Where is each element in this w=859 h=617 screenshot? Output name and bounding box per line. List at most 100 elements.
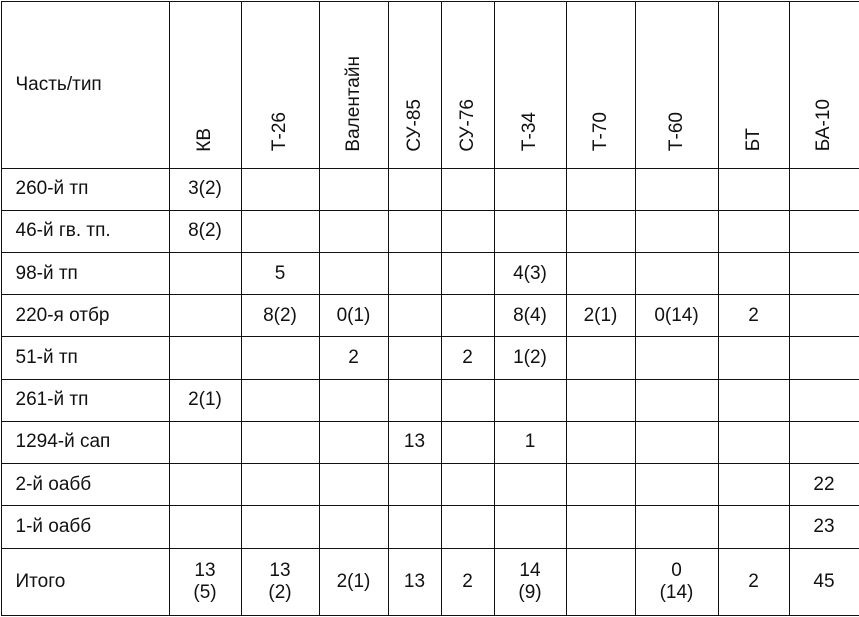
header-text: СУ-85 <box>404 99 426 152</box>
row-label: 51-й тп <box>1 337 169 379</box>
cell: 13 (2) <box>241 548 319 615</box>
empty-cell <box>566 506 635 548</box>
empty-cell <box>494 506 566 548</box>
empty-cell <box>718 421 789 463</box>
table-row: 46-й гв. тп.8(2) <box>1 210 859 252</box>
table-row: 2-й оабб 22 <box>1 464 859 506</box>
empty-cell <box>441 168 494 210</box>
empty-cell <box>441 252 494 294</box>
header-cell: Т-26 <box>241 1 319 168</box>
empty-cell <box>441 295 494 337</box>
header-cell: КВ <box>169 1 241 168</box>
cell: 2 <box>718 295 789 337</box>
header-text: Т-60 <box>666 112 688 151</box>
cell: 8(2) <box>169 210 241 252</box>
cell: 2 <box>319 337 388 379</box>
empty-cell <box>241 168 319 210</box>
empty-cell <box>169 506 241 548</box>
cell: 0 (14) <box>635 548 718 615</box>
empty-cell <box>388 464 441 506</box>
empty-cell <box>169 337 241 379</box>
cell: 14 (9) <box>494 548 566 615</box>
cell: 4(3) <box>494 252 566 294</box>
empty-cell <box>494 168 566 210</box>
header-cell: Часть/тип <box>1 1 169 168</box>
empty-cell <box>718 210 789 252</box>
header-text: СУ-76 <box>457 99 479 152</box>
cell: 2 <box>441 548 494 615</box>
empty-cell <box>718 168 789 210</box>
cell: 1(2) <box>494 337 566 379</box>
row-label: 46-й гв. тп. <box>1 210 169 252</box>
empty-cell <box>635 464 718 506</box>
header-text: БА-10 <box>813 99 835 151</box>
empty-cell <box>566 337 635 379</box>
empty-cell <box>566 421 635 463</box>
empty-cell <box>388 337 441 379</box>
cell: 13 <box>388 421 441 463</box>
cell: 0(14) <box>635 295 718 337</box>
empty-cell <box>789 295 859 337</box>
header-text: БТ <box>743 128 765 151</box>
empty-cell <box>718 506 789 548</box>
empty-cell <box>789 252 859 294</box>
empty-cell <box>789 379 859 421</box>
cell: 2(1) <box>169 379 241 421</box>
cell: 23 <box>789 506 859 548</box>
empty-cell <box>241 379 319 421</box>
cell: 22 <box>789 464 859 506</box>
header-text: КВ <box>194 128 216 152</box>
empty-cell <box>789 421 859 463</box>
empty-cell <box>441 421 494 463</box>
empty-cell <box>241 210 319 252</box>
empty-cell <box>718 379 789 421</box>
empty-cell <box>635 168 718 210</box>
cell: 13 (5) <box>169 548 241 615</box>
empty-cell <box>494 379 566 421</box>
empty-cell <box>441 464 494 506</box>
header-cell: Т-34 <box>494 1 566 168</box>
header-cell: СУ-76 <box>441 1 494 168</box>
empty-cell <box>566 379 635 421</box>
header-cell: Т-70 <box>566 1 635 168</box>
empty-cell <box>169 252 241 294</box>
empty-cell <box>635 379 718 421</box>
empty-cell <box>566 464 635 506</box>
empty-cell <box>319 379 388 421</box>
cell: 45 <box>789 548 859 615</box>
header-text: Т-34 <box>519 112 541 151</box>
empty-cell <box>718 252 789 294</box>
empty-cell <box>169 421 241 463</box>
empty-cell <box>388 210 441 252</box>
empty-cell <box>241 421 319 463</box>
row-label: 1294-й сап <box>1 421 169 463</box>
empty-cell <box>319 210 388 252</box>
empty-cell <box>441 379 494 421</box>
empty-cell <box>494 464 566 506</box>
header-cell: СУ-85 <box>388 1 441 168</box>
empty-cell <box>635 421 718 463</box>
row-label: 220-я отбр <box>1 295 169 337</box>
cell: 5 <box>241 252 319 294</box>
empty-cell <box>319 168 388 210</box>
cell: 3(2) <box>169 168 241 210</box>
cell: 2 <box>718 548 789 615</box>
empty-cell <box>388 506 441 548</box>
header-text: Т-70 <box>590 112 612 151</box>
empty-cell <box>566 168 635 210</box>
row-label: 2-й оабб <box>1 464 169 506</box>
empty-cell <box>441 506 494 548</box>
cell: 13 <box>388 548 441 615</box>
empty-cell <box>388 168 441 210</box>
empty-cell <box>635 252 718 294</box>
header-cell: Т-60 <box>635 1 718 168</box>
empty-cell <box>789 337 859 379</box>
empty-cell <box>566 252 635 294</box>
cell: 1 <box>494 421 566 463</box>
